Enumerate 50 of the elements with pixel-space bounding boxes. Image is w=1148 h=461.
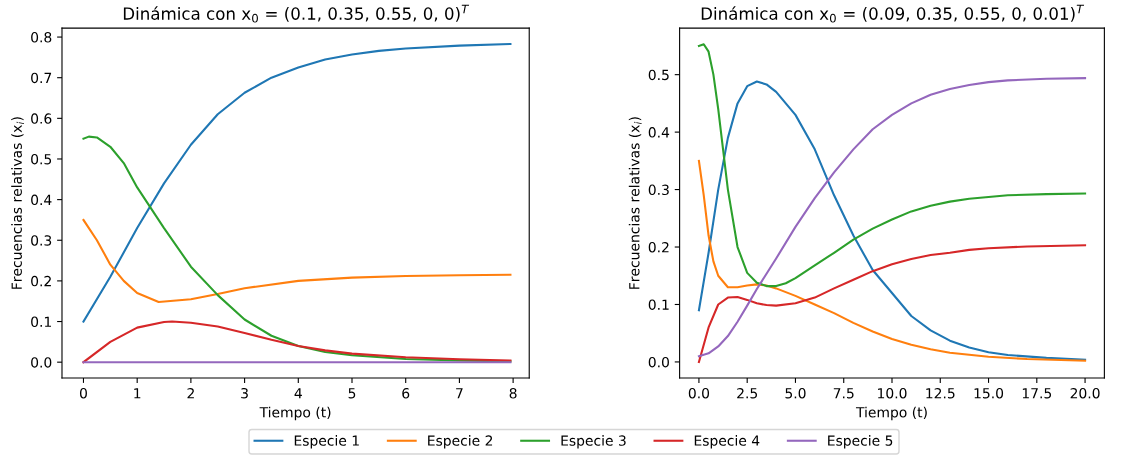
line-series xyxy=(697,43,1087,288)
x-tick-label: 20.0 xyxy=(1070,387,1100,399)
x-tick-label: 4 xyxy=(294,388,302,399)
x-tick-label: 1 xyxy=(134,388,141,399)
x-tick-label: 12.5 xyxy=(926,387,955,399)
y-tick-label: 0.5 xyxy=(31,153,52,165)
y-tick-label: 0.0 xyxy=(648,356,669,368)
x-tick-label: 2 xyxy=(187,387,194,399)
y-tick-label: 0.2 xyxy=(31,275,51,287)
x-tick-label: 15.0 xyxy=(974,387,1004,399)
y-tick-label: 0.3 xyxy=(31,235,52,246)
x-tick-label: 10.0 xyxy=(878,387,907,399)
x-axis-title: Tiempo (t) xyxy=(259,406,331,421)
x-axis-title: Tiempo (t) xyxy=(855,406,927,421)
y-tick-label: 0.8 xyxy=(31,32,52,43)
y-tick-label: 0.3 xyxy=(648,184,669,196)
x-tick-label: 7 xyxy=(456,388,463,399)
x-tick-label: 6 xyxy=(402,387,410,399)
y-tick-label: 0.5 xyxy=(648,69,669,81)
legend-label: Especie 2 xyxy=(428,435,493,449)
x-tick-label: 8 xyxy=(509,387,517,399)
x-tick-label: 0.0 xyxy=(688,387,710,399)
x-tick-label: 3 xyxy=(241,387,248,399)
chart-title: Dinámica con x$_{0}$ = (0.1, 0.35, 0.55, 0, 0)$^{T}$ xyxy=(123,4,470,23)
x-tick-label: 0 xyxy=(79,387,87,399)
legend-label: Especie 4 xyxy=(694,435,760,449)
chart-title: Dinámica con x$_{0}$ = (0.09, 0.35, 0.55, 0, 0.01)$^{T}$ xyxy=(701,4,1085,23)
y-tick-label: 0.4 xyxy=(31,194,52,206)
legend-label: Especie 3 xyxy=(561,435,626,449)
legend-label: Especie 1 xyxy=(294,435,359,449)
y-tick-label: 0.7 xyxy=(31,72,52,84)
x-tick-label: 5 xyxy=(348,388,356,399)
y-tick-label: 0.1 xyxy=(31,316,51,328)
legend-label: Especie 5 xyxy=(828,435,893,449)
line-series xyxy=(697,159,1087,362)
y-axis-title: Frecuencias relativas (x$_{i}$) xyxy=(11,117,25,289)
y-tick-label: 0.2 xyxy=(648,241,669,253)
x-tick-label: 17.5 xyxy=(1022,388,1052,399)
y-tick-label: 0.6 xyxy=(31,113,52,124)
x-tick-label: 5.0 xyxy=(785,387,806,399)
y-tick-label: 0.1 xyxy=(648,299,669,310)
line-series xyxy=(82,42,512,323)
line-series xyxy=(697,244,1087,363)
y-tick-label: 0.4 xyxy=(648,127,670,138)
y-tick-label: 0.0 xyxy=(31,357,52,368)
line-series xyxy=(82,320,512,364)
x-tick-label: 2.5 xyxy=(737,387,758,399)
x-tick-label: 7.5 xyxy=(833,388,854,399)
line-series xyxy=(82,218,512,304)
y-axis-title: Frecuencias relativas (x$_{i}$) xyxy=(628,117,642,289)
